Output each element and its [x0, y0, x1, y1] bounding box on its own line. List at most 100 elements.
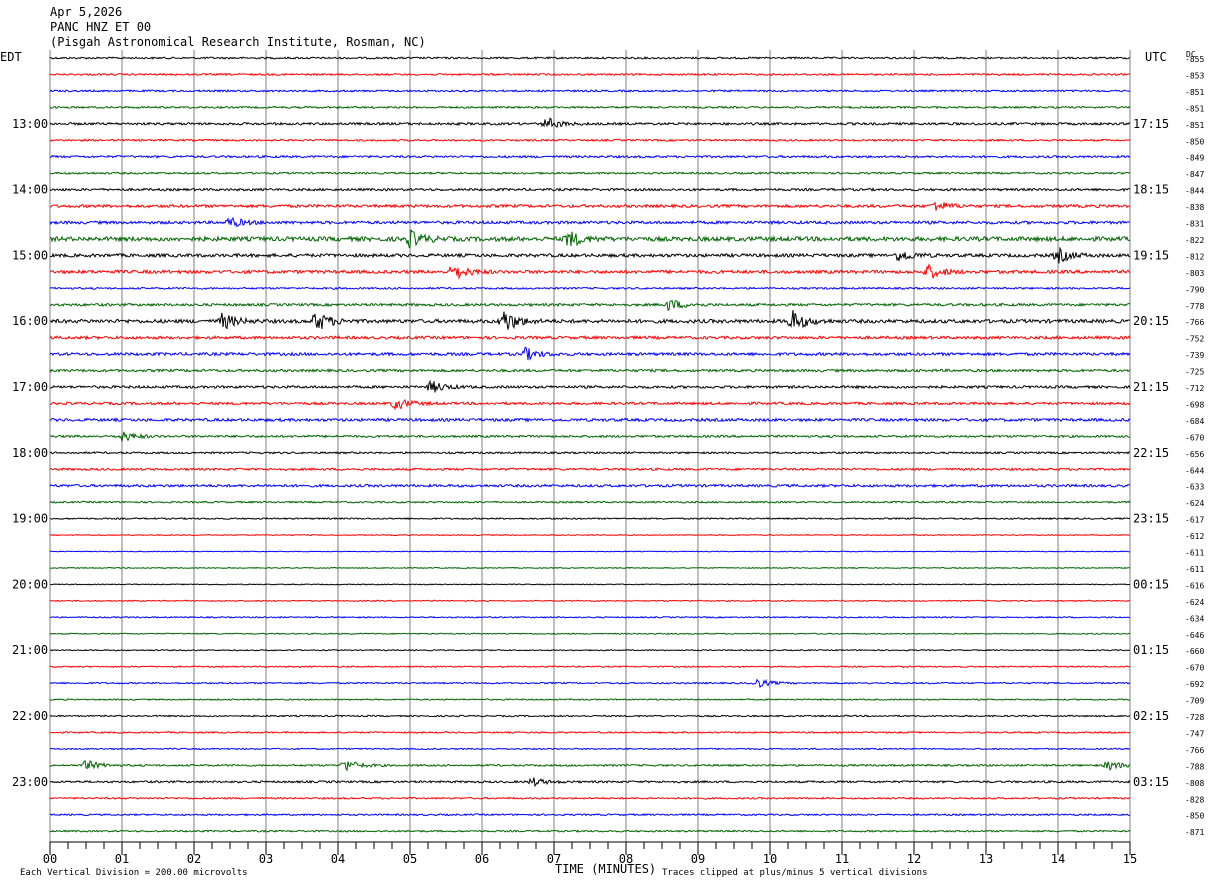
seismic-trace-15 — [49, 299, 1131, 311]
dc-offset-label: -612 — [1185, 532, 1204, 541]
x-tick-label: 11 — [835, 852, 849, 866]
right-time-label: 02:15 — [1133, 709, 1169, 723]
dc-offset-label: -692 — [1185, 680, 1204, 689]
seismic-trace-16 — [49, 309, 1131, 330]
seismic-trace-7 — [49, 171, 1131, 175]
seismic-trace-30 — [49, 550, 1130, 553]
seismic-trace-18 — [49, 346, 1131, 361]
seismic-trace-32 — [50, 583, 1131, 586]
dc-offset-label: -850 — [1185, 137, 1204, 146]
dc-offset-label: -752 — [1185, 335, 1204, 344]
seismic-trace-27 — [49, 500, 1131, 504]
seismic-trace-13 — [49, 263, 1131, 280]
left-timezone-label: EDT — [0, 50, 22, 64]
dc-offset-label: -790 — [1185, 285, 1204, 294]
dc-offset-label: -709 — [1185, 697, 1204, 706]
x-tick-label: 10 — [763, 852, 777, 866]
seismic-trace-21 — [49, 399, 1131, 411]
x-tick-label: 08 — [619, 852, 633, 866]
seismic-trace-14 — [49, 286, 1131, 291]
dc-offset-label: -611 — [1185, 565, 1204, 574]
seismic-trace-42 — [49, 747, 1130, 751]
right-timezone-label: UTC — [1145, 50, 1167, 64]
dc-offset-label: -766 — [1185, 318, 1204, 327]
dc-offset-label: -728 — [1185, 713, 1204, 722]
dc-offset-label: -634 — [1185, 614, 1204, 623]
right-time-label: 18:15 — [1133, 183, 1169, 197]
seismic-trace-20 — [49, 379, 1131, 393]
right-time-label: 03:15 — [1133, 775, 1169, 789]
seismic-trace-5 — [49, 138, 1131, 143]
dc-offset-label: -633 — [1185, 483, 1204, 492]
header-station: PANC HNZ ET 00 — [50, 20, 151, 34]
dc-offset-label: -766 — [1185, 746, 1204, 755]
right-time-label: 23:15 — [1133, 512, 1169, 526]
seismic-trace-17 — [49, 334, 1131, 341]
trace-group — [49, 56, 1131, 833]
seismic-trace-34 — [49, 615, 1131, 619]
clip-note: Traces clipped at plus/minus 5 vertical … — [662, 868, 928, 878]
seismic-trace-2 — [49, 89, 1131, 93]
right-time-label: 21:15 — [1133, 380, 1169, 394]
dc-offset-label: -725 — [1185, 368, 1204, 377]
right-time-label: 00:15 — [1133, 577, 1169, 591]
dc-offset-label: -838 — [1185, 203, 1204, 212]
dc-offset-label: -871 — [1185, 828, 1204, 837]
seismic-trace-6 — [49, 154, 1131, 159]
dc-offset-label: -646 — [1185, 631, 1204, 640]
right-time-label: 20:15 — [1133, 314, 1169, 328]
left-time-label: 14:00 — [12, 183, 48, 197]
seismic-trace-35 — [49, 632, 1131, 636]
x-tick-label: 03 — [259, 852, 273, 866]
seismic-trace-38 — [49, 678, 1131, 689]
dc-offset-label: -644 — [1185, 466, 1204, 475]
dc-offset-label: -822 — [1185, 236, 1204, 245]
left-time-label: 18:00 — [12, 446, 48, 460]
left-time-labels: 13:00 14:00 15:00 16:00 17:00 18:00 19:00 20:00… — [12, 117, 48, 789]
seismic-trace-10 — [49, 216, 1131, 228]
x-tick-label: 12 — [907, 852, 921, 866]
seismic-trace-40 — [49, 714, 1131, 718]
x-tick-label: 09 — [691, 852, 705, 866]
x-tick-label: 00 — [43, 852, 57, 866]
seismic-trace-29 — [49, 533, 1130, 537]
dc-offset-label: -828 — [1185, 795, 1204, 804]
x-tick-label: 01 — [115, 852, 129, 866]
x-tick-label: 14 — [1051, 852, 1065, 866]
dc-offset-label: -850 — [1185, 812, 1204, 821]
seismic-trace-37 — [50, 665, 1131, 668]
dc-offset-label: -670 — [1185, 433, 1204, 442]
seismic-trace-28 — [49, 517, 1131, 521]
left-time-label: 15:00 — [12, 248, 48, 262]
dc-offset-label: -851 — [1185, 121, 1204, 130]
right-time-label: 19:15 — [1133, 248, 1169, 262]
left-time-label: 13:00 — [12, 117, 48, 131]
x-tick-label: 07 — [547, 852, 561, 866]
x-tick-label: 15 — [1123, 852, 1137, 866]
dc-offset-label: -747 — [1185, 729, 1204, 738]
dc-offset-label: -788 — [1185, 762, 1204, 771]
seismic-trace-0 — [49, 56, 1131, 60]
seismic-trace-3 — [49, 105, 1131, 110]
dc-offset-label: -611 — [1185, 549, 1204, 558]
dc-offset-label: -698 — [1185, 400, 1204, 409]
x-tick-label: 04 — [331, 852, 345, 866]
left-time-label: 22:00 — [12, 709, 48, 723]
seismic-trace-43 — [49, 759, 1131, 772]
seismic-trace-47 — [49, 829, 1131, 833]
dc-offset-header: DC — [1186, 50, 1196, 59]
seismic-trace-8 — [49, 187, 1130, 192]
time-grid — [49, 50, 1131, 842]
seismic-trace-33 — [49, 599, 1131, 603]
dc-offset-labels: -855 -853 -851 -851 -851 -850 -849 -847 -844 -838… — [1185, 55, 1204, 837]
left-time-label: 16:00 — [12, 314, 48, 328]
seismic-trace-25 — [49, 467, 1131, 472]
right-time-labels: 17:15 18:15 19:15 20:15 21:15 22:15 23:15 00:15… — [1133, 117, 1169, 789]
left-time-label: 21:00 — [12, 643, 48, 657]
seismic-trace-1 — [49, 72, 1131, 77]
dc-offset-label: -812 — [1185, 252, 1204, 261]
x-tick-label: 13 — [979, 852, 993, 866]
seismic-trace-44 — [49, 777, 1131, 788]
dc-offset-label: -684 — [1185, 417, 1204, 426]
